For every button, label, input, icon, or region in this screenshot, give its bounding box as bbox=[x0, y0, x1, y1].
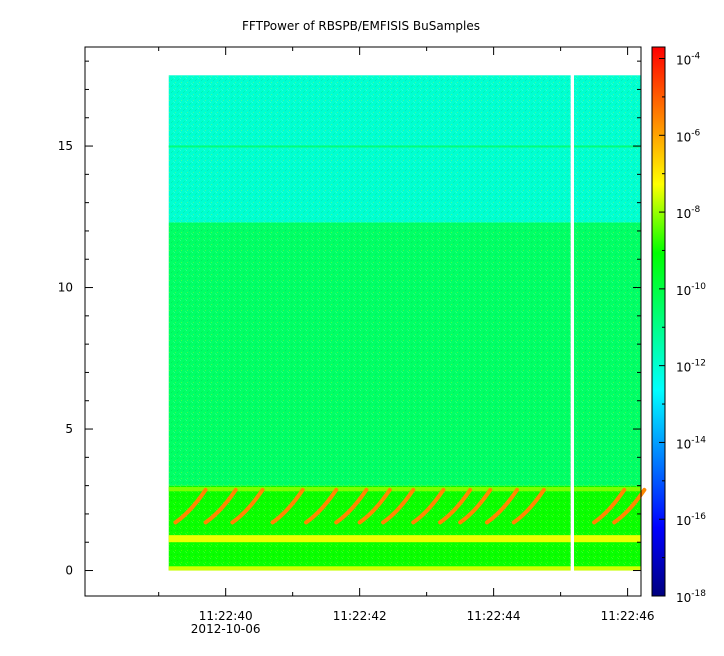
x-tick-label-3: 11:22:46 bbox=[601, 609, 655, 623]
colorbar-tick-label-6: 10-16 bbox=[676, 512, 706, 528]
chorus-element-5 bbox=[334, 487, 369, 525]
chorus-element-12 bbox=[511, 487, 546, 525]
chorus-element-6 bbox=[357, 487, 392, 525]
chorus-element-4 bbox=[304, 487, 339, 525]
chorus-element-10 bbox=[458, 487, 493, 525]
colorbar-tick-label-1: 10-6 bbox=[676, 128, 701, 144]
plot-frame bbox=[84, 46, 642, 597]
chorus-element-3 bbox=[270, 487, 305, 525]
colorbar-tick-label-3: 10-10 bbox=[676, 282, 706, 298]
colorbar-tick-label-7: 10-18 bbox=[676, 589, 706, 605]
heatmap-strip-3 bbox=[168, 487, 642, 492]
colorbar-tick-label-2: 10-8 bbox=[676, 205, 701, 221]
chorus-element-9 bbox=[438, 487, 473, 525]
chorus-element-0 bbox=[173, 487, 208, 525]
chorus-element-2 bbox=[230, 487, 265, 525]
colorbar-tick-label-0: 10-4 bbox=[676, 52, 701, 68]
data-gap bbox=[570, 74, 575, 572]
x-date-label: 2012-10-06 bbox=[191, 622, 261, 636]
heatmap-strip-1 bbox=[168, 535, 642, 543]
chorus-element-8 bbox=[411, 487, 446, 525]
chorus-element-13 bbox=[592, 487, 627, 525]
chorus-emission-marks bbox=[173, 487, 647, 525]
y-axis: 0 5 10 15 bbox=[58, 60, 641, 578]
heatmap-cells bbox=[168, 75, 642, 571]
y-tick-label-1: 5 bbox=[65, 422, 73, 436]
chorus-element-14 bbox=[612, 487, 647, 525]
x-axis: 11:22:40 11:22:42 11:22:44 11:22:46 2012-10-… bbox=[158, 47, 655, 636]
heatmap-noise-1 bbox=[168, 222, 642, 486]
plot-border bbox=[84, 46, 642, 597]
colorbar-gradient bbox=[651, 46, 666, 597]
colorbar-tick-label-4: 10-12 bbox=[676, 359, 706, 375]
heatmap-line-15 bbox=[168, 145, 642, 148]
y-tick-label-3: 15 bbox=[58, 139, 73, 153]
chorus-element-1 bbox=[203, 487, 238, 525]
chorus-element-7 bbox=[381, 487, 416, 525]
heatmap-strip-0 bbox=[168, 566, 642, 571]
colorbar: 10-4 10-6 10-8 10-10 10-12 10-14 10-16 10-18 bbox=[651, 46, 706, 605]
colorbar-tick-label-5: 10-14 bbox=[676, 435, 706, 451]
gap-stripe bbox=[570, 74, 575, 572]
x-tick-label-1: 11:22:42 bbox=[333, 609, 387, 623]
chorus-element-11 bbox=[484, 487, 520, 525]
chart-title: FFTPower of RBSPB/EMFISIS BuSamples bbox=[242, 19, 480, 33]
x-tick-label-0: 11:22:40 bbox=[199, 609, 253, 623]
x-tick-label-2: 11:22:44 bbox=[467, 609, 521, 623]
heatmap-noise-0 bbox=[168, 75, 642, 223]
y-tick-label-0: 0 bbox=[65, 564, 73, 578]
y-tick-label-2: 10 bbox=[58, 281, 73, 295]
